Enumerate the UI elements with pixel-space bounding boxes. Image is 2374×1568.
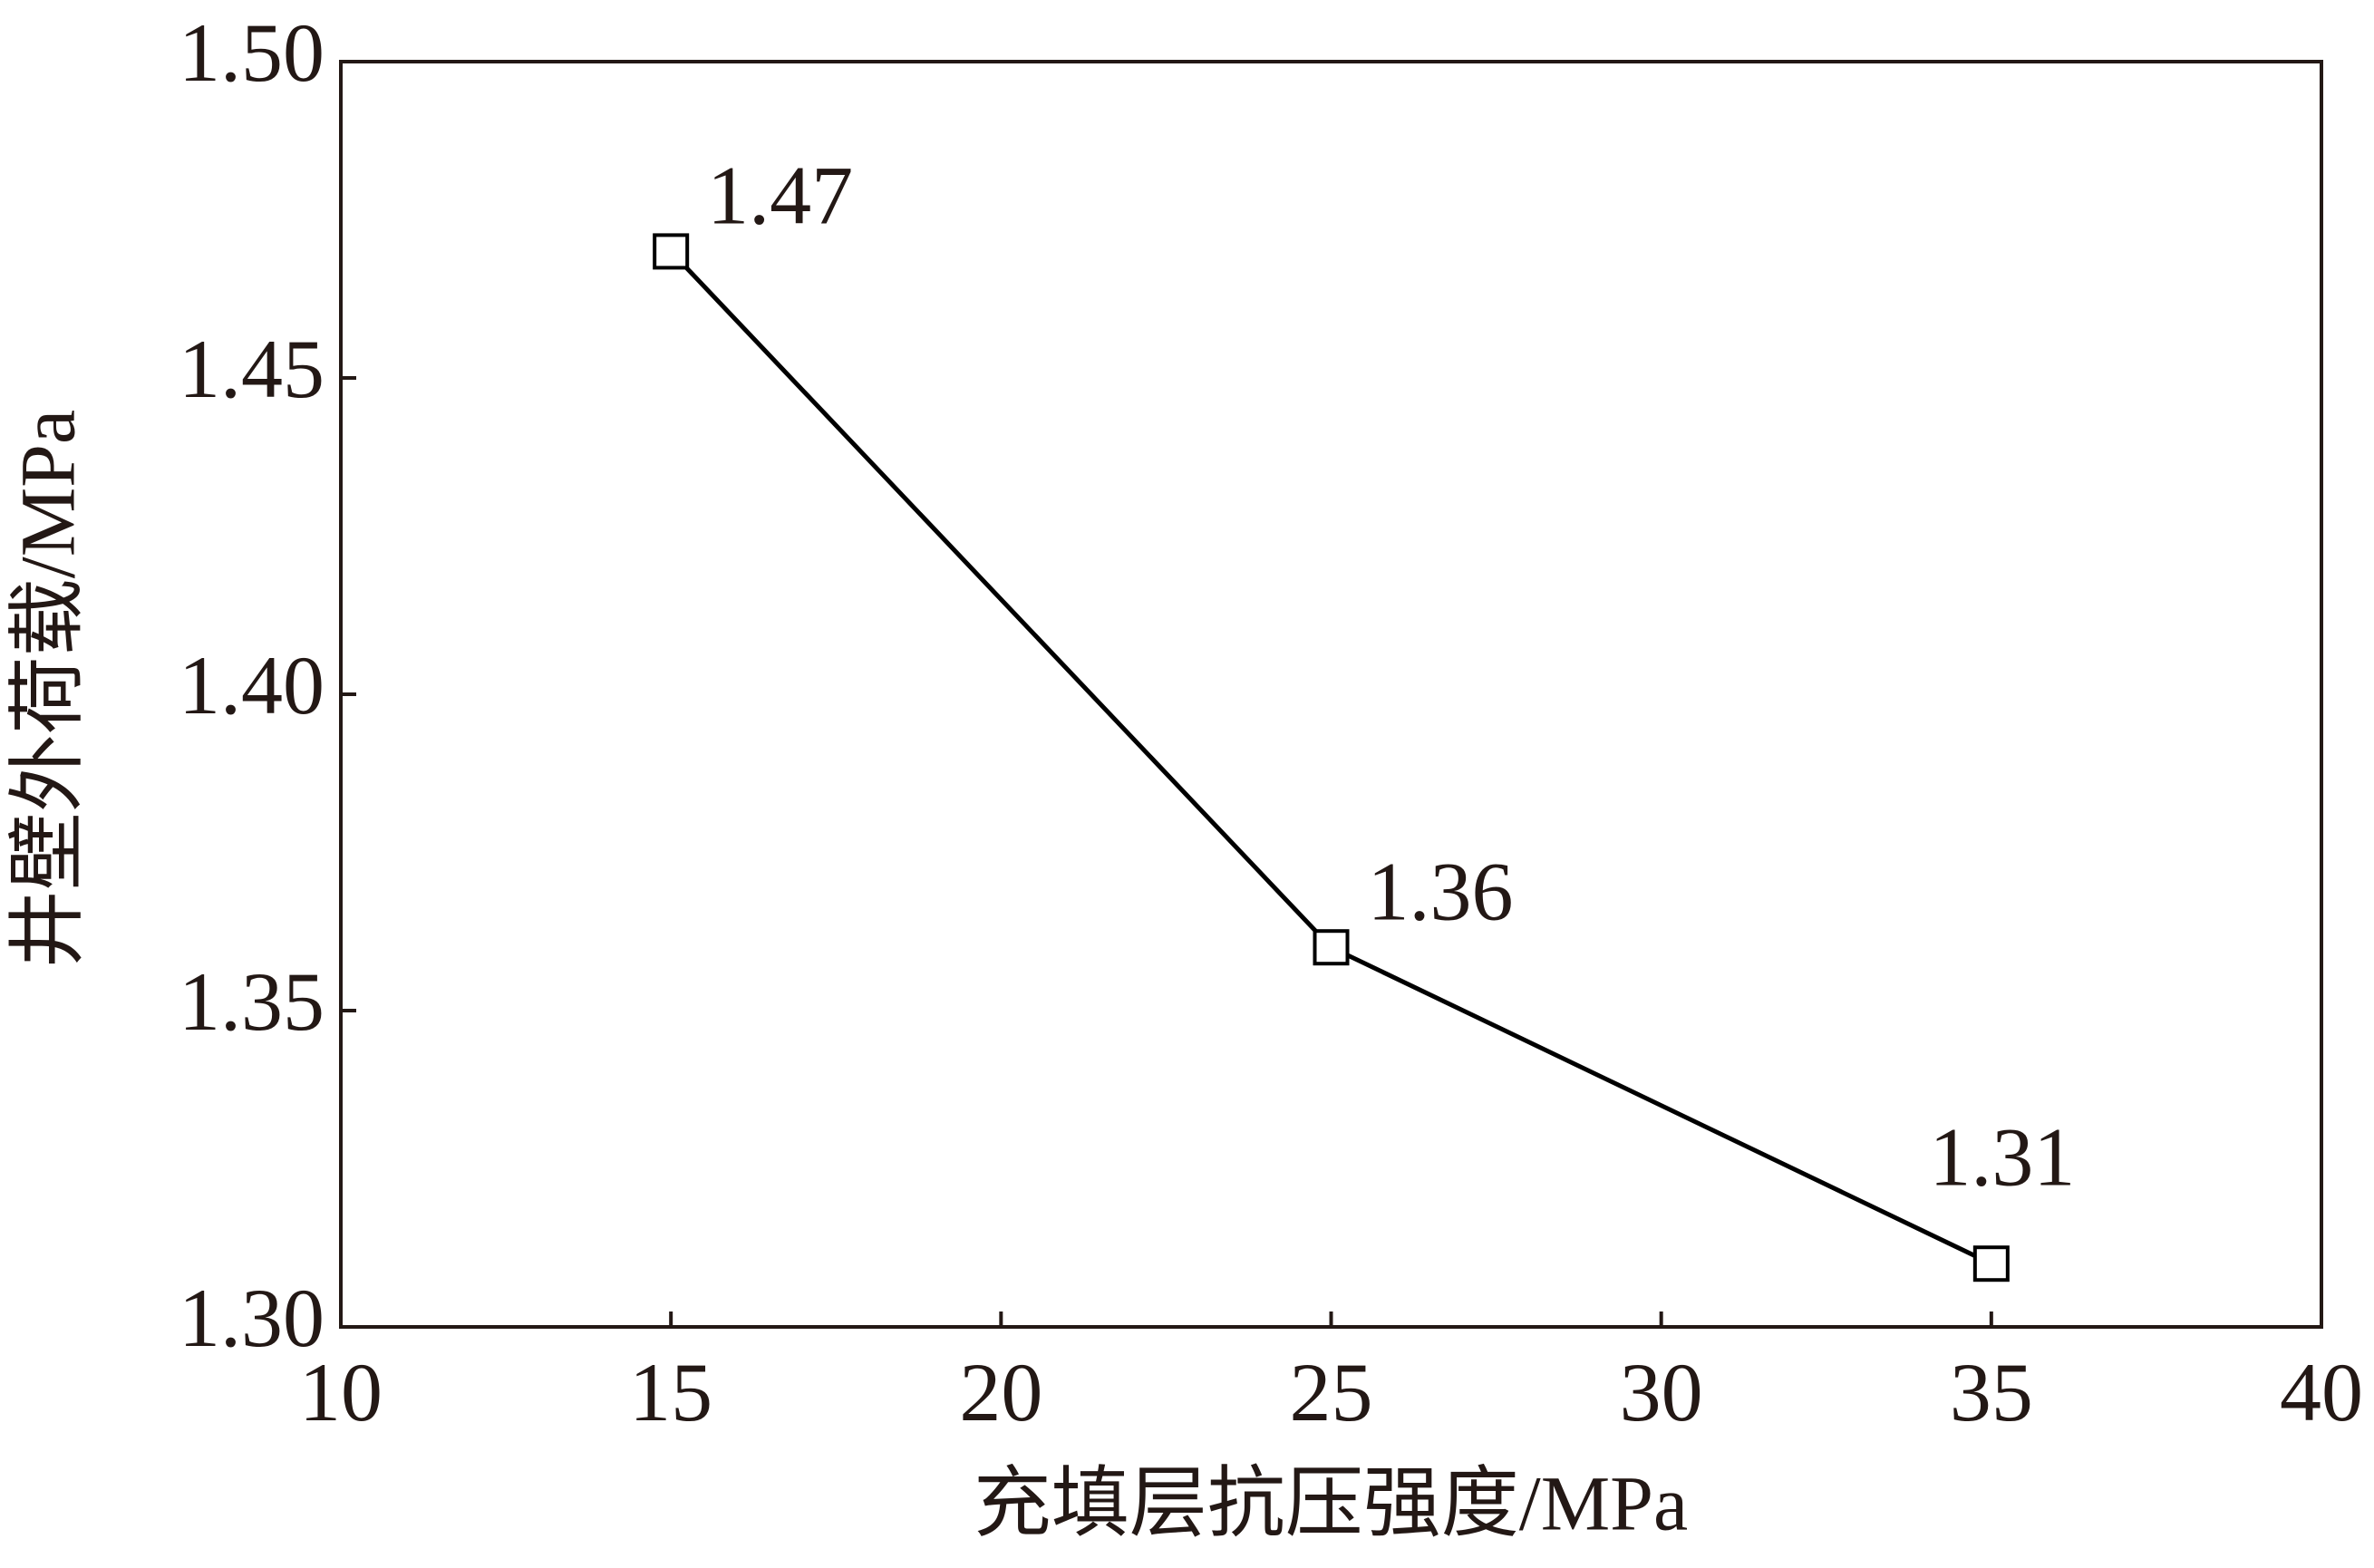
y-tick-label: 1.40 (179, 639, 325, 731)
x-tick-label: 10 (299, 1346, 383, 1438)
x-tick-label: 20 (959, 1346, 1042, 1438)
marker (1972, 1245, 2010, 1282)
x-axis-title: 充填层抗压强度/MPa (974, 1460, 1688, 1547)
y-tick-label: 1.45 (179, 323, 325, 415)
line (669, 249, 1992, 1266)
x-tick-label: 35 (1950, 1346, 2033, 1438)
y-tick-label: 1.30 (179, 1272, 325, 1364)
x-tick-label: 40 (2280, 1346, 2363, 1438)
value-label: 1.47 (707, 150, 853, 242)
marker (1313, 929, 1350, 966)
x-tick-label: 15 (629, 1346, 712, 1438)
y-tick-label: 1.50 (179, 6, 325, 99)
value-label: 1.36 (1368, 845, 1514, 937)
x-tick-label: 25 (1290, 1346, 1373, 1438)
marker (653, 233, 690, 270)
x-tick-label: 30 (1620, 1346, 1703, 1438)
y-axis-title: 井壁外荷载/MPa (5, 410, 92, 968)
y-tick-label: 1.35 (179, 955, 325, 1048)
value-label: 1.31 (1929, 1110, 2075, 1203)
